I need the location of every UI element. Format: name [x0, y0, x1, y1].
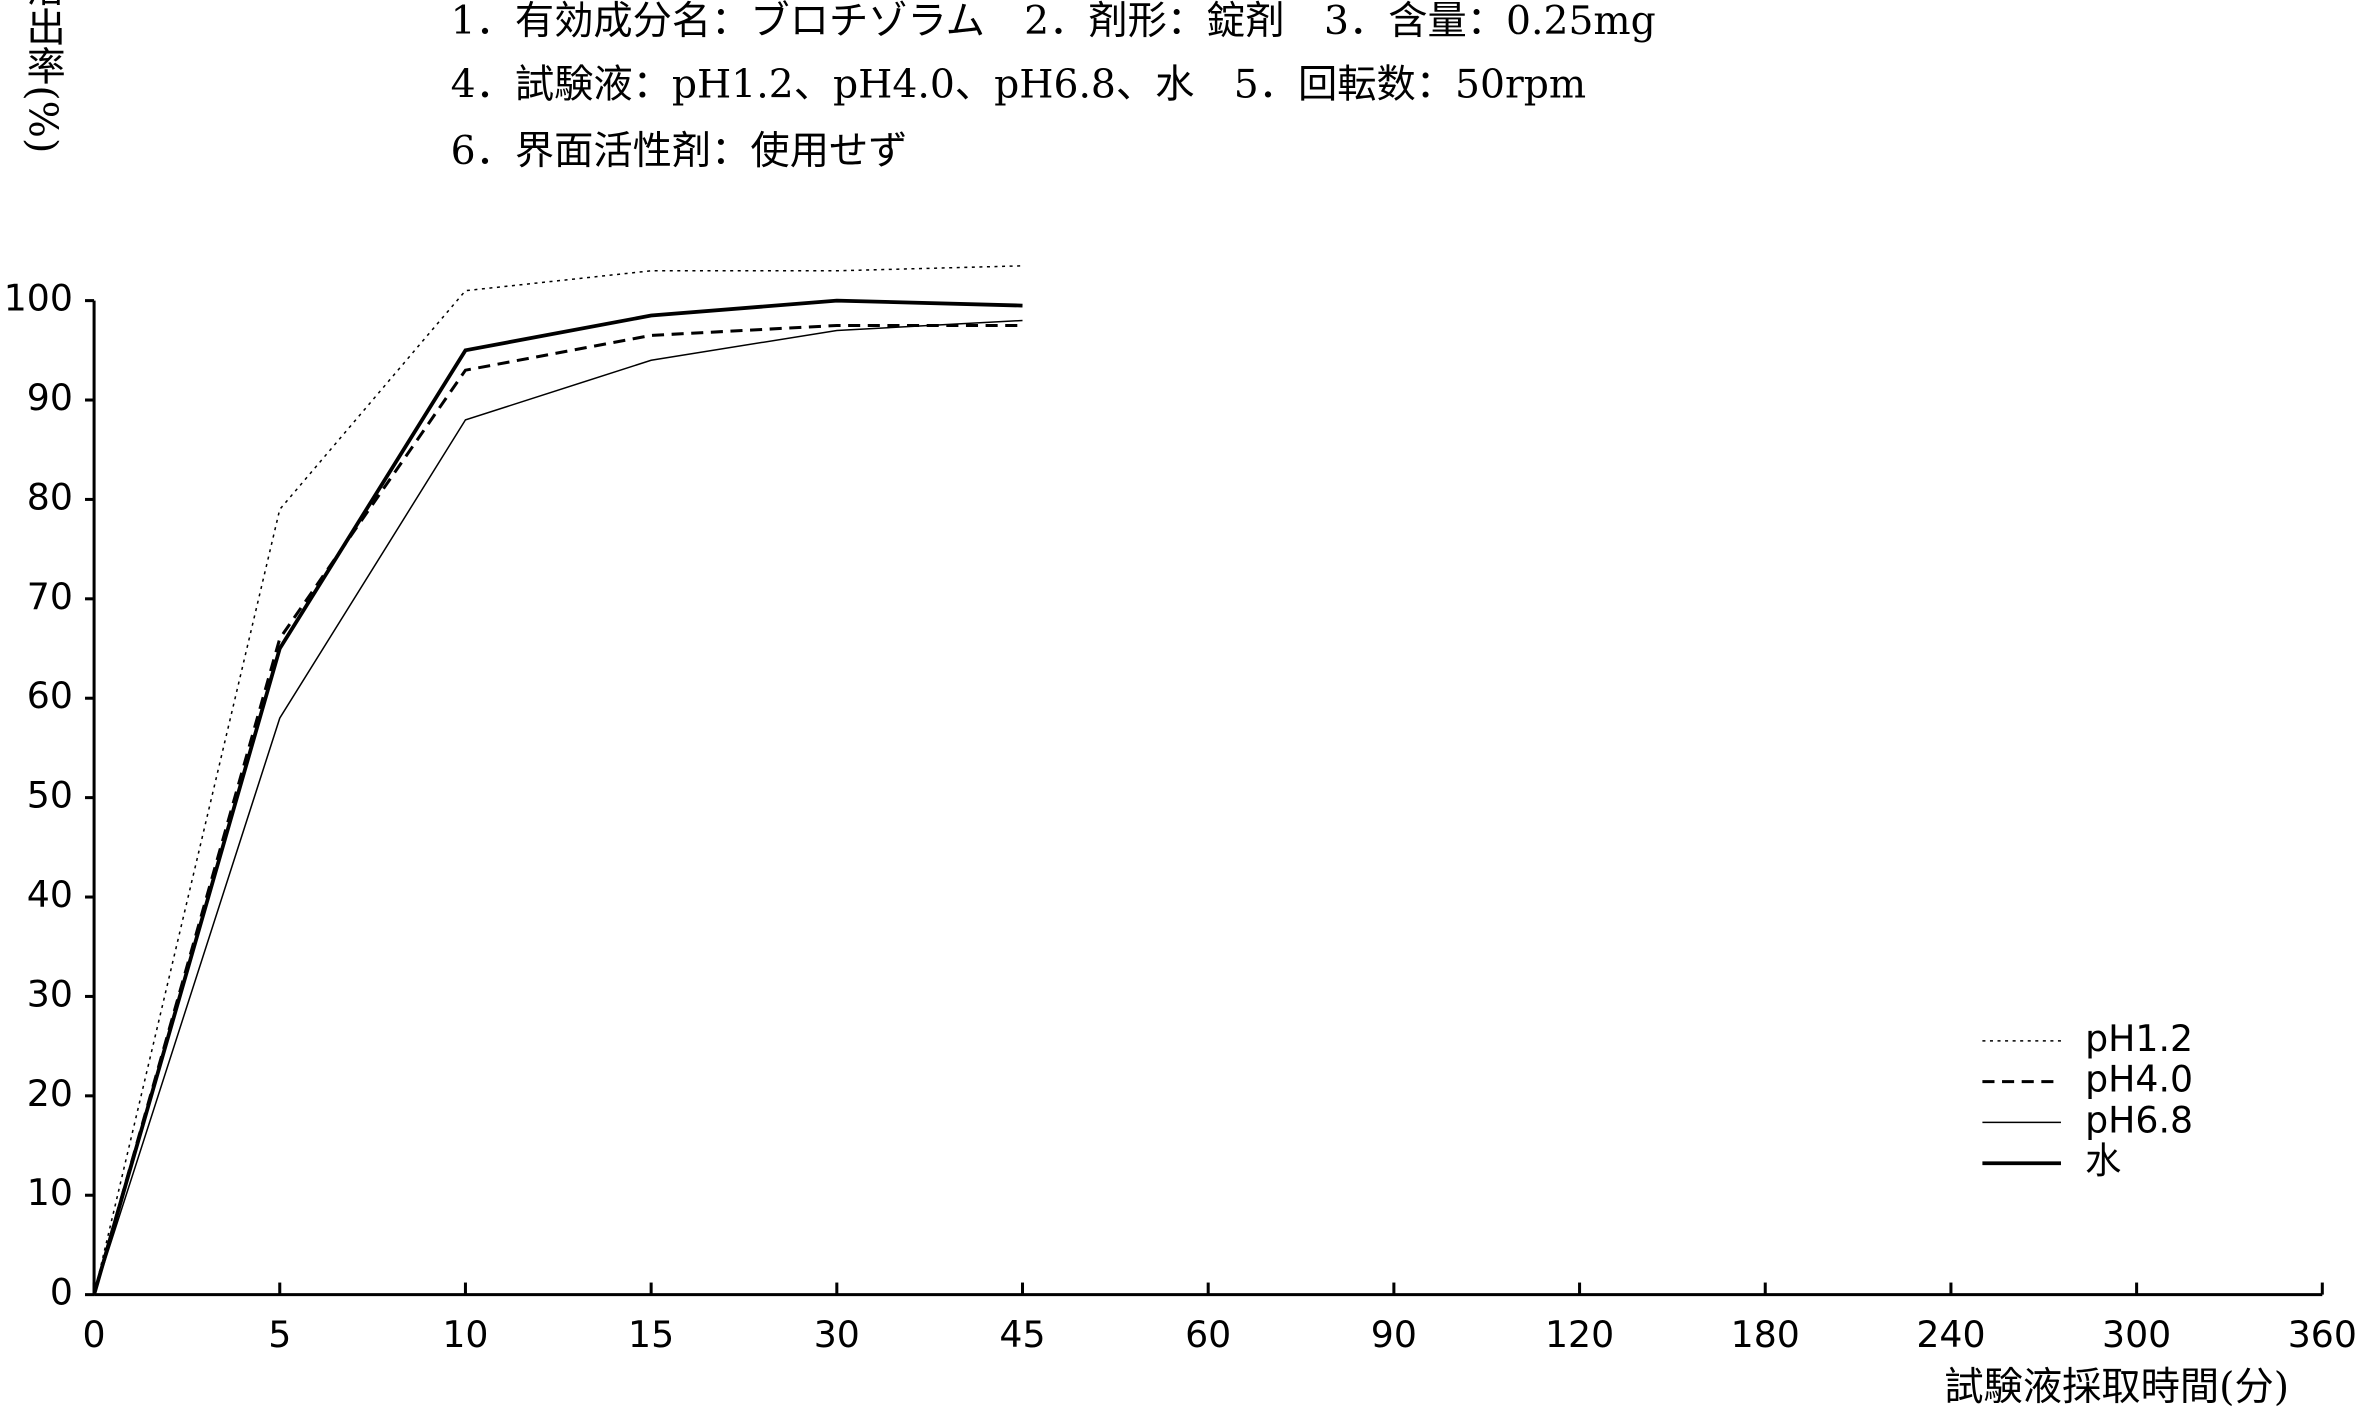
x-tick-label: 0	[83, 1313, 106, 1356]
x-tick-label: 300	[2102, 1313, 2171, 1356]
note: 1．有効成分名：ブロチゾラム 2．剤形：錠剤 3．含量：0.25mg	[451, 0, 1656, 44]
x-tick-label: 120	[1545, 1313, 1614, 1356]
x-tick-label: 240	[1916, 1313, 1985, 1356]
y-tick-label: 10	[27, 1171, 73, 1214]
y-tick-label: 90	[27, 376, 73, 419]
y-tick-label: 0	[50, 1271, 73, 1314]
note: 6．界面活性剤：使用せず	[451, 129, 908, 174]
x-tick-label: 180	[1731, 1313, 1800, 1356]
y-tick-label: 100	[4, 277, 73, 320]
y-tick-label: 50	[27, 774, 73, 817]
y-tick-label: 40	[27, 873, 73, 916]
legend-label: 水	[2085, 1139, 2121, 1182]
x-tick-label: 5	[268, 1313, 291, 1356]
y-tick-label: 30	[27, 972, 73, 1015]
y-tick-label: 80	[27, 475, 73, 518]
x-tick-label: 90	[1371, 1313, 1417, 1356]
line-series	[92, 323, 1023, 1296]
x-tick-label: 15	[628, 1313, 674, 1356]
legend-label: pH1.2	[2085, 1017, 2193, 1060]
y-tick-label: 60	[27, 674, 73, 717]
x-axis-label: 試験液採取時間(分)	[1944, 1365, 2289, 1410]
legend-label: pH6.8	[2085, 1098, 2193, 1141]
x-tick-label: 60	[1185, 1313, 1231, 1356]
x-tick-label: 45	[999, 1313, 1045, 1356]
y-tick-label: 70	[27, 575, 73, 618]
note: 4．試験液：pH1.2、pH4.0、pH6.8、水 5．回転数：50rpm	[451, 63, 1587, 108]
legend-label: pH4.0	[2085, 1058, 2193, 1101]
y-tick-label: 20	[27, 1072, 73, 1115]
y-axis-label: 溶出率(%)	[20, 0, 65, 153]
x-tick-label: 30	[814, 1313, 860, 1356]
line-series	[93, 319, 1023, 1295]
x-tick-label: 10	[442, 1313, 488, 1356]
line-series	[92, 298, 1023, 1296]
line-series	[93, 265, 1023, 1295]
x-tick-label: 360	[2288, 1313, 2357, 1356]
